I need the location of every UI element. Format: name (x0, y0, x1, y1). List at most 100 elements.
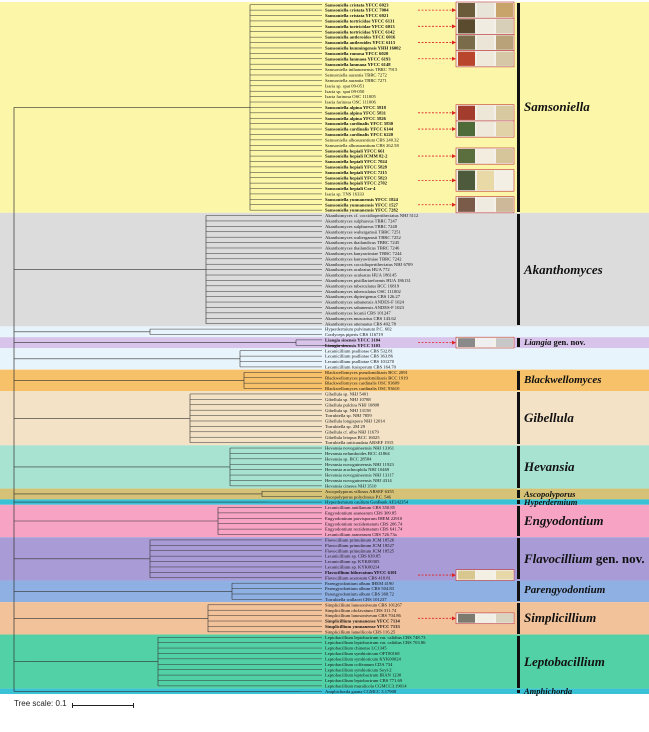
taxon-label: Blackwellomyces cardinalis OSC 93610 (325, 386, 400, 391)
taxon-label: Samsoniella lanmaoa YFCC 6148 (325, 62, 391, 67)
specimen-photo-panel (477, 51, 494, 66)
taxon-label: Isaria farinosa OSC 111006 (325, 100, 377, 105)
taxon-label: Samsoniella cardinalis YFCC 5830 (325, 121, 394, 126)
specimen-photo-panel (458, 121, 475, 137)
taxon-label: Liangia sinensis YFCC 3103 (325, 343, 381, 348)
clade-name-suffix: gen. nov. (551, 337, 586, 348)
taxon-label: Samsoniella hepiali YFCC 5828 (325, 164, 388, 169)
specimen-photo-panel (477, 19, 494, 34)
taxon-label: Lecanicillium psalliotae CBS 363.86 (325, 354, 394, 359)
taxon-label: Liangia sinensis YFCC 3104 (325, 337, 381, 342)
taxon-label: Leptobacillium leptobactrum var. calidiu… (325, 640, 426, 645)
taxon-label: Akanthomyces sulphureus TBRC 7247 (325, 219, 398, 224)
taxon-label: Samsoniella hepiali YFCC 7215 (325, 170, 388, 175)
photo-connector-arrow (452, 616, 456, 621)
taxon-label: Torrubiella wallacei CBS 101237 (325, 597, 387, 602)
taxon-label: Lecanicillium aranearum CBS 726.73a (325, 532, 397, 537)
taxon-label: Hevansia cinerea NHJ 3510 (325, 483, 377, 488)
taxon-label: Samsoniella cristata YFCC 6023 (325, 2, 389, 7)
taxon-label: Akanthomyces sabanensis ANDES-F 1023 (325, 305, 405, 310)
taxon-label: Torrubiella ratticaudata ARSEF 1915 (325, 440, 394, 445)
taxon-label: Hevansia novoguineensis NHJ 4314 (325, 478, 392, 483)
specimen-photo-panel (458, 35, 475, 50)
taxon-label: Gibellula leiopus BCC 16025 (325, 435, 380, 440)
specimen-photo-panel (496, 148, 513, 164)
specimen-photo-panel (496, 35, 513, 50)
taxon-label: Gibellula sp. NHJ 5401 (325, 392, 369, 397)
specimen-photo-panel (477, 3, 494, 18)
taxon-label: Akanthomyces waltergamsii TBRC 7252 (325, 235, 401, 240)
tree-scale-label: Tree scale: 0.1 (14, 699, 67, 708)
clade-bar (517, 338, 520, 347)
taxon-label: Flavocillium primulinum JCM 18526 (325, 538, 395, 543)
taxon-label: Flavocillium acerosum CBS 418.81 (325, 575, 392, 580)
specimen-photo-panel (458, 3, 475, 18)
taxon-label: Simplicillium yunnanense YFCC 7134 (325, 619, 400, 624)
clade-bar (517, 581, 520, 602)
photo-connector-arrow (452, 8, 456, 13)
photo-connector-arrow (452, 573, 456, 578)
taxon-label: Samsoniella tortricidae YFCC 6142 (325, 29, 395, 34)
taxon-label: Samsoniella tortricidae YFCC 6013 (325, 24, 395, 29)
taxon-label: Samsoniella aurantia TBRC 7271 (325, 78, 387, 83)
taxon-label: Isaria sp. TNS 16333 (325, 192, 365, 197)
taxon-label: Samsoniella hepiali Cor-4 (325, 186, 376, 191)
taxon-label: Hevansia novoguineensis NHJ 11923 (325, 462, 395, 467)
taxon-label: Leptobacillium symbioticum OFT00168 (325, 651, 400, 656)
clade-label: Hevansia (524, 459, 575, 475)
specimen-photo-panel (477, 121, 494, 137)
taxon-label: Akanthomyces thailandicus TBRC 7245 (325, 240, 400, 245)
taxon-label: Akanthomyces tuberculatus OSC 111002 (325, 289, 402, 294)
taxon-label: Lecanicillium psalliotae CBS 532.81 (325, 348, 394, 353)
taxon-label: Samsoniella cardinalis YFCC 6144 (325, 127, 394, 132)
specimen-photo-panel (458, 613, 475, 623)
clade-name: Akanthomyces (524, 261, 603, 277)
specimen-photo-panel (496, 170, 513, 191)
taxon-label: Isaria sp. spat 09-050 (325, 89, 365, 94)
taxon-label: Samsoniella cristata YFCC 6021 (325, 13, 389, 18)
clade-label: Liangia gen. nov. (524, 337, 585, 347)
taxon-label: Leptobacillium leptobactrum var. calidiu… (325, 635, 426, 640)
photo-connector-arrow (452, 40, 456, 45)
taxon-label: Samsoniella yunnanensis YFCC 1824 (325, 197, 399, 202)
clade-bar (517, 370, 520, 391)
taxon-label: Simplicillium yunnanense YFCC 7133 (325, 624, 400, 629)
taxon-label: Lecanicillium fusisporum CBS 164.70 (325, 365, 397, 370)
clade-label: Blackwellomyces (524, 374, 602, 386)
clade-label: Leptobacillium (524, 654, 605, 670)
clade-band (0, 337, 649, 348)
clade-label: Samsoniella (524, 99, 590, 115)
photo-connector-arrow (452, 24, 456, 29)
clade-name: Hevansia (524, 458, 575, 474)
taxon-label: Samsoniella yunnanensis YFCC 7282 (325, 208, 399, 213)
specimen-photo-panel (458, 197, 475, 212)
clade-name: Engyodontium (524, 512, 604, 528)
clade-bar (517, 446, 520, 488)
specimen-photo-panel (496, 3, 513, 18)
taxon-label: Isaria farinosa OSC 111005 (325, 94, 377, 99)
specimen-photo-panel (496, 51, 513, 66)
clade-name: Hyperdermium (524, 496, 578, 507)
taxon-label: Simplicillium lanosoniveum CBS 101267 (325, 602, 403, 607)
taxon-label: Samsoniella lanmaoa YFCC 6193 (325, 56, 391, 61)
clade-label: Akanthomyces (524, 262, 603, 278)
clade-bar (517, 489, 520, 499)
taxon-label: Samsoniella cristata YFCC 7004 (325, 8, 389, 13)
taxon-label: Hevansia arachnophila NHJ 10469 (325, 467, 390, 472)
taxon-label: Samsoniella hepiali YFCC 2702 (325, 181, 388, 186)
taxon-label: Samsoniella kunmingensis YHH 16002 (325, 46, 401, 51)
taxon-label: Leptobacillium leptobactrum IRAN 1230 (325, 673, 402, 678)
clade-name: Amphichorda (524, 686, 573, 697)
taxon-label: Gibellula pulchra NHJ 10808 (325, 402, 380, 407)
taxon-label: Akanthomyces lecanii CBS 101247 (325, 310, 391, 315)
taxon-label: Samsoniella antleroides YFCC 6016 (325, 35, 396, 40)
clade-bar (517, 689, 520, 693)
taxon-label: Simplicillium obclavatum CBS 311.74 (325, 608, 397, 613)
taxon-label: Amphichorda guana CGMCC 3.17908 (325, 689, 397, 694)
specimen-photo-panel (458, 570, 475, 580)
specimen-photo-panel (477, 197, 494, 212)
taxon-label: Hyperdermium caulium GenBank AF242354 (325, 500, 409, 505)
clade-label: Ascopolyporus (524, 489, 575, 499)
photo-connector-arrow (452, 56, 456, 61)
